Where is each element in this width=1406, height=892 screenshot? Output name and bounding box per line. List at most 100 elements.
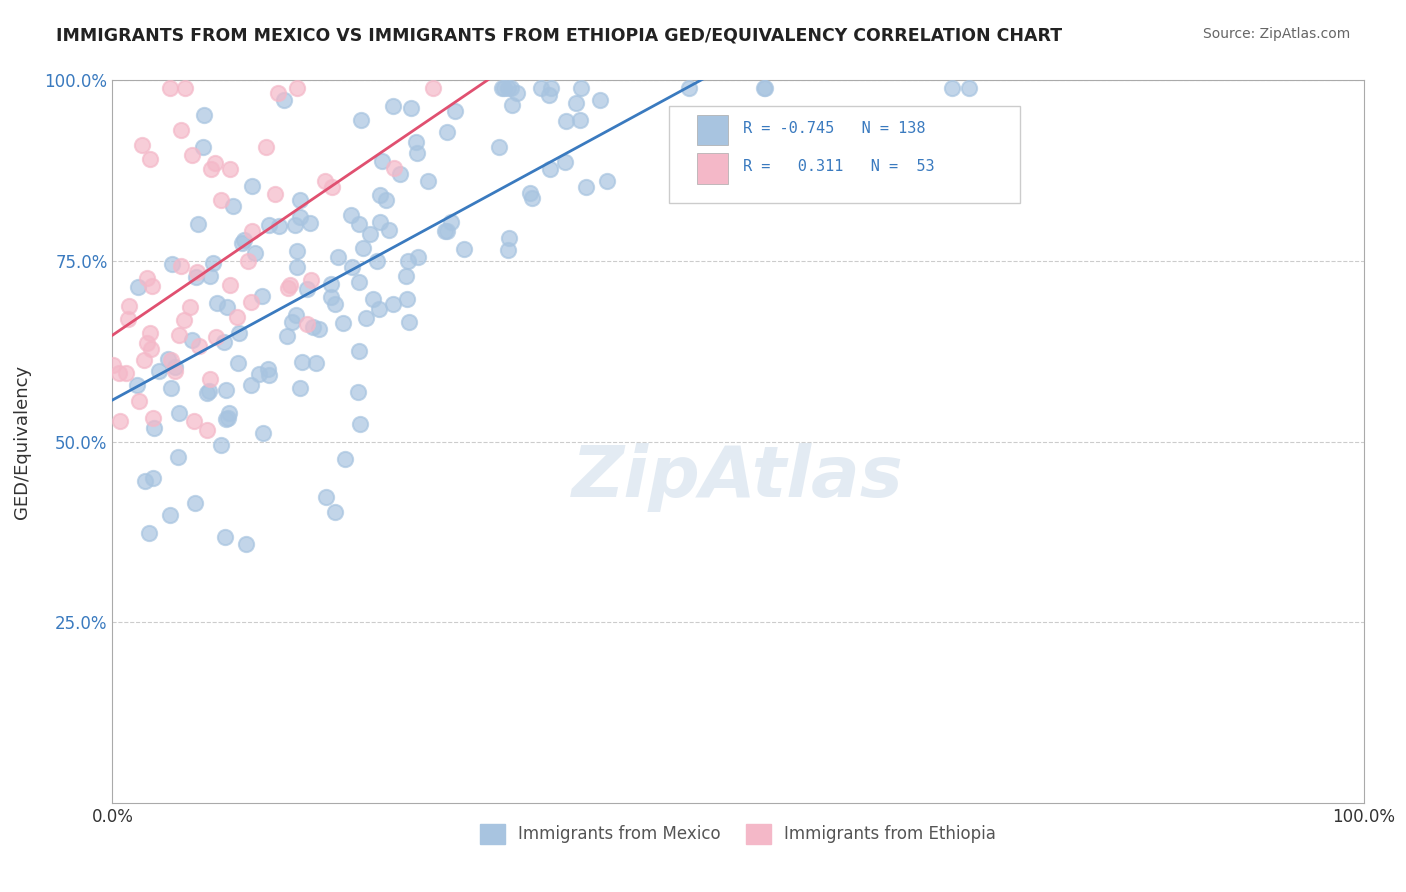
Point	[498, 230, 520, 244]
Point	[299, 216, 322, 230]
Point	[222, 199, 245, 213]
Point	[218, 406, 240, 420]
Point	[195, 386, 218, 401]
Point	[257, 218, 280, 232]
Point	[678, 80, 700, 95]
Point	[368, 187, 391, 202]
Point	[277, 280, 299, 294]
Point	[204, 156, 226, 170]
Point	[321, 180, 343, 194]
Point	[530, 80, 553, 95]
Point	[187, 217, 209, 231]
Point	[371, 153, 394, 168]
Point	[108, 414, 131, 428]
Point	[143, 421, 166, 435]
Point	[240, 224, 263, 238]
Point	[361, 292, 384, 306]
Point	[173, 312, 195, 326]
Point	[117, 312, 139, 326]
Point	[285, 260, 308, 274]
Point	[139, 342, 162, 356]
Point	[250, 288, 273, 302]
Point	[167, 406, 190, 420]
Point	[332, 316, 354, 330]
Point	[193, 108, 215, 122]
Point	[538, 87, 561, 102]
Point	[136, 335, 159, 350]
Point	[209, 194, 232, 208]
Point	[254, 140, 277, 154]
Point	[179, 300, 201, 314]
Point	[159, 508, 181, 522]
Point	[257, 361, 280, 376]
Text: R =   0.311   N =  53: R = 0.311 N = 53	[744, 160, 935, 175]
FancyBboxPatch shape	[697, 153, 728, 184]
Point	[408, 250, 430, 264]
Point	[214, 412, 236, 426]
Point	[335, 452, 357, 467]
Point	[388, 167, 411, 181]
Point	[399, 101, 422, 115]
Point	[117, 299, 139, 313]
Point	[240, 377, 263, 392]
Point	[754, 80, 776, 95]
Point	[125, 377, 148, 392]
FancyBboxPatch shape	[669, 105, 1019, 203]
Point	[395, 292, 418, 306]
Point	[167, 327, 190, 342]
Point	[218, 278, 240, 293]
Point	[243, 246, 266, 260]
Point	[575, 179, 598, 194]
Point	[174, 80, 197, 95]
Point	[284, 219, 307, 233]
Point	[957, 80, 980, 95]
Point	[589, 93, 612, 107]
Point	[350, 113, 373, 128]
Point	[235, 536, 257, 550]
Point	[186, 265, 208, 279]
Point	[319, 291, 342, 305]
Point	[195, 423, 218, 437]
Point	[131, 137, 153, 152]
Point	[396, 253, 419, 268]
Point	[326, 251, 349, 265]
Point	[160, 381, 183, 395]
Point	[285, 244, 308, 258]
Point	[565, 95, 588, 110]
Point	[141, 278, 163, 293]
Point	[308, 322, 330, 336]
Point	[519, 186, 541, 200]
Point	[596, 174, 619, 188]
Point	[163, 360, 186, 375]
Point	[214, 530, 236, 544]
Point	[252, 425, 274, 440]
Point	[273, 93, 295, 107]
Point	[405, 146, 427, 161]
Point	[228, 326, 250, 340]
Point	[368, 214, 391, 228]
Point	[340, 208, 363, 222]
Point	[165, 364, 187, 378]
Point	[139, 326, 162, 340]
Point	[136, 270, 159, 285]
Point	[134, 474, 156, 488]
Point	[398, 315, 420, 329]
Point	[496, 244, 519, 258]
Point	[132, 353, 155, 368]
Point	[114, 366, 136, 380]
Point	[941, 80, 963, 95]
Point	[340, 260, 363, 275]
Point	[226, 356, 249, 370]
Point	[247, 367, 270, 381]
Point	[299, 273, 322, 287]
Point	[267, 219, 290, 233]
Point	[381, 296, 404, 310]
Text: ZipAtlas: ZipAtlas	[572, 443, 904, 512]
Point	[347, 343, 370, 358]
Point	[554, 114, 576, 128]
Point	[453, 242, 475, 256]
Point	[138, 152, 160, 166]
Point	[281, 315, 304, 329]
Point	[434, 224, 457, 238]
Point	[159, 352, 181, 367]
